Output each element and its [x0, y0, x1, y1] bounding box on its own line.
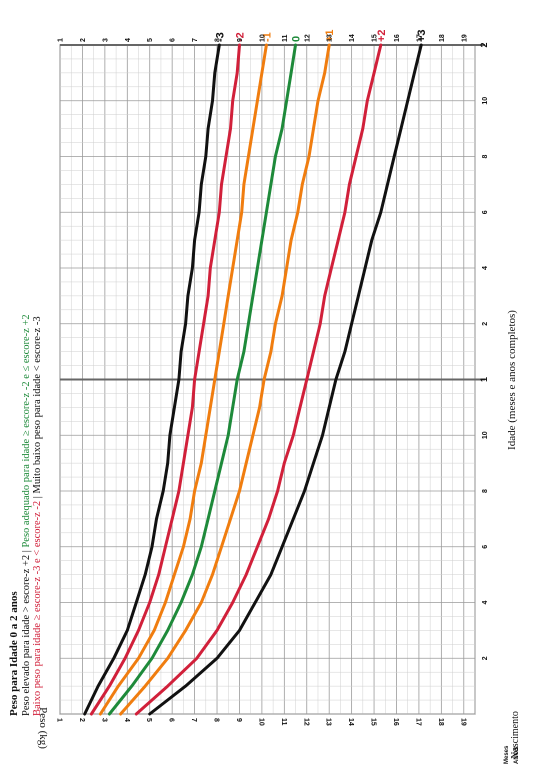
y-tick-label-bottom: 1	[56, 718, 63, 722]
y-tick-label-bottom: 7	[190, 718, 197, 722]
y-tick-label-top: 14	[349, 34, 356, 42]
y-tick-label-top: 11	[282, 34, 289, 42]
legend-line-1: Peso elevado para idade > escore-z +2 | …	[21, 314, 32, 716]
series-line-z0	[107, 43, 297, 716]
legend-entry-low: Baixo peso para idade ≥ escore-z -3 e < …	[32, 501, 43, 716]
x-tick-label: 4	[482, 600, 489, 604]
x-tick-label: 8	[482, 489, 489, 493]
x-tick-label: 2	[482, 322, 489, 326]
x-tick-label: 10	[482, 97, 489, 105]
legend-separator: |	[21, 548, 32, 555]
y-tick-label-top: 4	[125, 38, 132, 42]
y-tick-label-top: 13	[327, 34, 334, 42]
series-line-z-1	[98, 43, 268, 716]
corner-label-months: Meses	[504, 745, 510, 764]
legend-line-2: Baixo peso para idade ≥ escore-z -3 e < …	[32, 316, 43, 716]
y-tick-label-bottom: 10	[257, 718, 264, 726]
series-label-z-3: -3	[214, 32, 226, 42]
y-tick-label-bottom: 9	[235, 718, 242, 722]
x-tick-label: 2	[479, 42, 489, 47]
x-tick-label: 2	[482, 656, 489, 660]
x-tick-label: 4	[482, 266, 489, 270]
y-tick-label-top: 18	[439, 34, 446, 42]
x-tick-label: 1	[479, 377, 489, 382]
birth-label: Nascimento	[510, 711, 521, 759]
y-tick-label-bottom: 14	[347, 718, 354, 726]
y-tick-label-top: 6	[170, 38, 177, 42]
legend-entry-high: Peso elevado para idade > escore-z +2	[21, 555, 32, 716]
y-tick-label-bottom: 13	[325, 718, 332, 726]
y-tick-label-bottom: 5	[145, 718, 152, 722]
y-tick-label-bottom: 11	[280, 718, 287, 726]
series-line-z+2	[134, 43, 383, 716]
grid	[59, 44, 485, 715]
y-tick-label-bottom: 18	[437, 718, 444, 726]
tick-labels: 1122334455667788991010111112121313141415…	[56, 34, 490, 726]
y-tick-label-top: 1	[58, 38, 65, 42]
series-label-z-1: -1	[261, 32, 273, 42]
legend-entry-adequate: Peso adequado para idade ≥ escore-z -2 e…	[21, 314, 32, 547]
x-tick-label: 6	[482, 210, 489, 214]
y-tick-label-top: 7	[192, 38, 199, 42]
y-tick-label-top: 12	[304, 34, 311, 42]
y-tick-label-top: 5	[147, 38, 154, 42]
y-tick-label-top: 17	[416, 34, 423, 42]
y-tick-label-bottom: 4	[123, 718, 130, 722]
legend: Peso para Idade 0 a 2 anos Peso elevado …	[8, 314, 43, 716]
y-tick-label-top: 10	[259, 34, 266, 42]
y-tick-label-bottom: 3	[100, 718, 107, 722]
y-tick-label-bottom: 17	[414, 718, 421, 726]
y-tick-label-top: 3	[102, 38, 109, 42]
chart-title: Peso para Idade 0 a 2 anos	[8, 591, 20, 716]
series-label-z-2: -2	[234, 32, 246, 42]
x-tick-label: 8	[482, 154, 489, 158]
y-axis-label: Peso (kg)	[37, 707, 49, 749]
y-tick-label-bottom: 15	[370, 718, 377, 726]
series-lines: +3 +2 +1 0 -1 -2 -3	[83, 29, 428, 716]
y-tick-label-top: 16	[394, 34, 401, 42]
series-line-z-2	[89, 43, 241, 716]
y-tick-label-top: 2	[80, 38, 87, 42]
y-tick-label-top: 15	[372, 34, 379, 42]
legend-entry-very-low: | Muito baixo peso para idade < escore-z…	[32, 316, 43, 500]
y-tick-label-top: 19	[461, 34, 468, 42]
y-tick-label-bottom: 16	[392, 718, 399, 726]
series-label-z+1: +1	[324, 29, 336, 42]
x-axis-label: Idade (meses e anos completos)	[506, 310, 518, 450]
y-tick-label-bottom: 8	[213, 718, 220, 722]
y-tick-label-bottom: 6	[168, 718, 175, 722]
y-tick-label-bottom: 12	[302, 718, 309, 726]
y-tick-label-bottom: 2	[78, 718, 85, 722]
x-tick-label: 6	[482, 545, 489, 549]
y-tick-label-bottom: 19	[459, 718, 466, 726]
y-tick-label-top: 8	[215, 38, 222, 42]
series-line-z+1	[119, 43, 331, 716]
series-label-z+3: +3	[416, 29, 428, 42]
y-tick-label-top: 9	[237, 38, 244, 42]
corner-label-years: ANOS	[514, 747, 520, 764]
series-label-z+2: +2	[376, 29, 388, 42]
x-tick-label: 10	[482, 431, 489, 439]
series-label-z0: 0	[291, 36, 303, 42]
series-line-z-3	[83, 43, 221, 716]
series-line-z+3	[148, 43, 423, 716]
